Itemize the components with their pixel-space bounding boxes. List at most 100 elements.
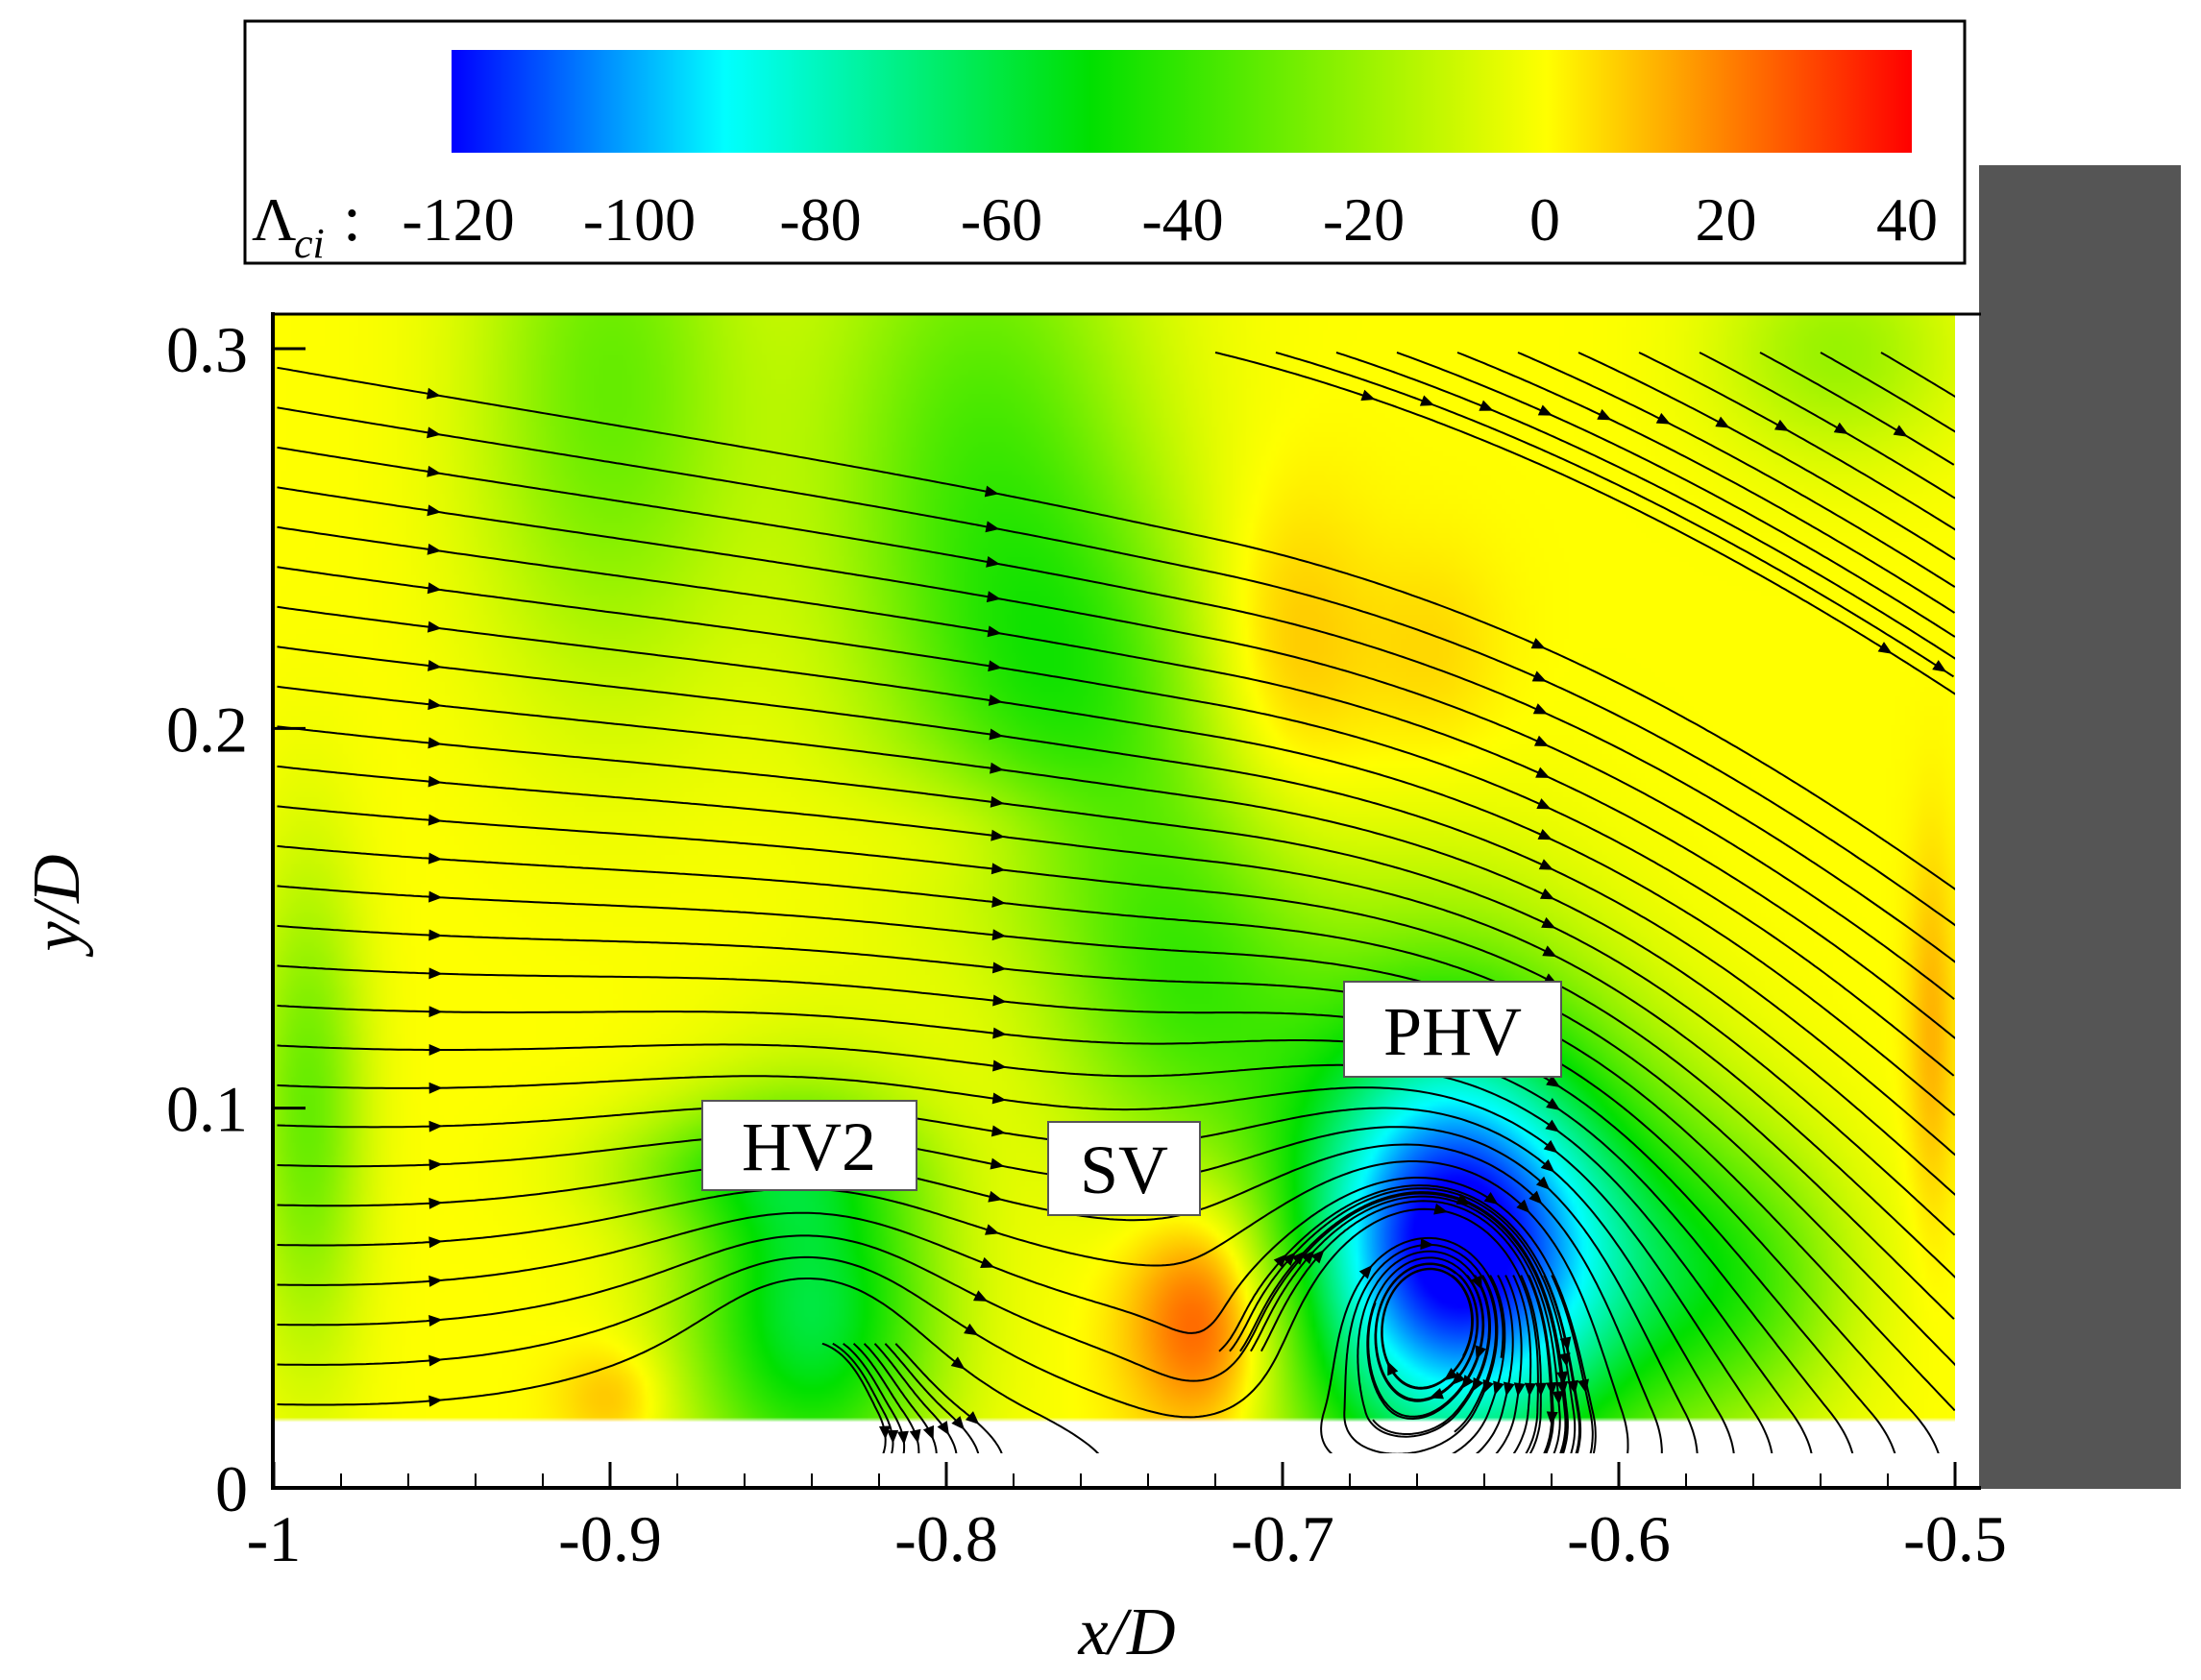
streamline-arrow <box>1358 1265 1373 1279</box>
streamline <box>277 645 1955 1157</box>
streamline <box>1638 352 1955 531</box>
streamline <box>277 605 1955 1116</box>
streamline-arrow <box>428 1120 443 1132</box>
streamline <box>277 924 1940 1453</box>
streamline-arrow <box>1774 419 1790 431</box>
streamline-arrow <box>1893 425 1908 437</box>
streamline <box>277 1192 1567 1453</box>
streamline <box>1880 352 1955 399</box>
streamline <box>277 844 1955 1367</box>
streamline <box>277 486 1955 1000</box>
streamline-arrow <box>991 962 1007 974</box>
vortex-streamline <box>1512 1275 1532 1453</box>
x-tick-label: -0.6 <box>1567 1502 1671 1575</box>
streamline <box>1456 352 1955 614</box>
streamline-arrow <box>428 1395 443 1407</box>
streamline-arrow <box>1567 1379 1579 1395</box>
streamline <box>277 525 1955 1040</box>
vortex-streamline <box>1343 1243 1499 1453</box>
streamline-arrow <box>964 1323 979 1336</box>
streamline-arrow <box>427 426 441 439</box>
streamline <box>277 1043 1813 1453</box>
streamline-arrow <box>1552 1391 1564 1405</box>
colorbar-legend: Λ ci : -120 -100 -80 -60 -40 -20 0 20 40 <box>243 19 1967 267</box>
streamline-arrow <box>922 1424 935 1441</box>
streamline <box>277 406 1955 927</box>
colorbar-tick-label: -80 <box>779 185 861 254</box>
x-tick-label: -0.7 <box>1231 1502 1334 1575</box>
streamline-arrow <box>1461 1375 1475 1390</box>
streamline-arrow <box>991 895 1006 908</box>
streamline <box>277 446 1955 963</box>
streamline-arrow <box>992 994 1007 1007</box>
streamline-arrow <box>992 1027 1007 1039</box>
streamline-arrow <box>1536 798 1552 810</box>
streamline-arrow <box>1528 1190 1543 1205</box>
annotation-sv-box <box>1047 1121 1201 1216</box>
streamline-arrow <box>1540 1158 1555 1173</box>
streamline <box>277 1278 1100 1453</box>
y-tick-label: 0.1 <box>166 1073 248 1146</box>
vortex-streamline <box>1551 1275 1594 1453</box>
streamline-arrow <box>1833 422 1848 434</box>
streamline-arrow <box>1535 767 1551 778</box>
streamline-arrow <box>1419 395 1435 406</box>
streamline-arrow <box>1537 404 1553 416</box>
streamline-arrow <box>1535 1176 1551 1190</box>
streamline-arrow <box>1516 1199 1530 1213</box>
vortex-streamline <box>1250 1195 1561 1453</box>
vortex-streamline <box>1366 1256 1485 1421</box>
streamline-arrow <box>990 829 1005 841</box>
streamline-arrow <box>1429 1388 1444 1400</box>
streamline-arrow <box>1513 1382 1526 1397</box>
streamline-arrow <box>887 1429 899 1445</box>
colorbar-variable: Λ <box>252 185 296 254</box>
annotation-phv: PHV <box>1343 981 1562 1078</box>
streamline <box>1517 352 1955 588</box>
streamline-arrow <box>1546 1381 1558 1397</box>
streamline-arrow <box>1483 1191 1499 1205</box>
streamline-arrow <box>1546 1075 1561 1087</box>
streamline-arrow <box>1541 916 1556 929</box>
streamline-arrow <box>1301 1250 1315 1265</box>
streamline-arrow <box>427 582 442 595</box>
streamline-arrow <box>991 1092 1007 1105</box>
streamline-arrow <box>1493 1380 1504 1396</box>
vortex-streamline <box>1520 1275 1542 1453</box>
streamline <box>277 566 1955 1077</box>
streamline-arrow <box>428 1006 443 1018</box>
streamline-arrow <box>1273 1254 1287 1268</box>
streamline-arrow <box>990 863 1006 875</box>
streamline <box>277 765 1955 1279</box>
streamline-arrow <box>987 625 1002 638</box>
streamline-arrow <box>909 1428 921 1444</box>
streamline-arrow <box>1543 1139 1558 1154</box>
streamline-arrow <box>1546 1098 1561 1110</box>
annotation-hv2-box <box>701 1100 917 1191</box>
streamline <box>277 964 1896 1453</box>
colorbar-subscript: ci <box>294 220 325 267</box>
axes: -1 -0.9 -0.8 -0.7 -0.6 -0.5 0 0.1 0.2 0.3 x/D y/… <box>20 312 2007 1669</box>
streamline-arrow <box>428 1275 443 1287</box>
streamline <box>277 885 1955 1412</box>
annotation-phv-box <box>1343 981 1562 1078</box>
streamline-arrow <box>1479 400 1494 411</box>
lambda-ci-heatmap <box>274 314 1955 1453</box>
streamline-arrow <box>1932 660 1947 672</box>
streamline-arrow <box>992 1059 1007 1072</box>
streamline-arrow <box>991 929 1007 941</box>
streamline-arrow <box>428 1315 443 1327</box>
colorbar-tick-label: 40 <box>1876 185 1938 254</box>
streamline <box>277 1075 1773 1453</box>
streamline-arrow <box>1534 1382 1547 1397</box>
streamline-arrow <box>989 728 1004 741</box>
streamline-arrow <box>986 591 1001 603</box>
streamline-arrow <box>428 1236 443 1249</box>
streamline <box>1214 352 1955 695</box>
annotation-hv2-text: HV2 <box>742 1108 876 1185</box>
streamline-arrow <box>986 555 1001 568</box>
vortex-streamline <box>873 1343 958 1453</box>
vortex-streamline <box>1357 1250 1491 1438</box>
streamline-arrow <box>980 1256 995 1268</box>
